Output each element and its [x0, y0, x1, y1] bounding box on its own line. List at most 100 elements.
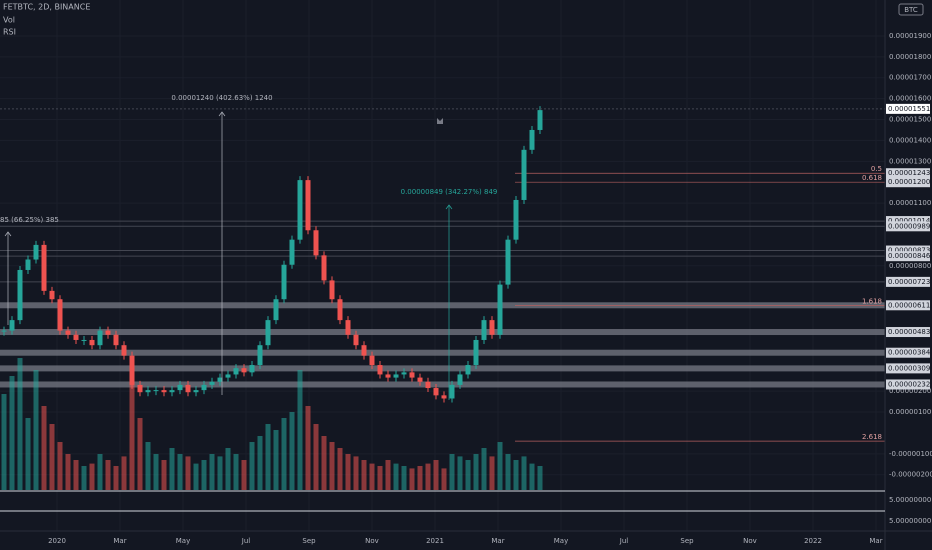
candle	[481, 320, 487, 340]
y-tick-label: 0.00000100	[889, 408, 931, 416]
volume-bar	[57, 442, 63, 490]
price-box	[886, 276, 930, 287]
candle	[337, 299, 343, 321]
currency: BTC	[904, 6, 918, 14]
price-label: 0.00000384	[888, 349, 931, 357]
candle	[257, 345, 263, 366]
annotation: 85 (66.25%) 385	[0, 216, 59, 224]
candle	[33, 244, 39, 260]
volume-bar	[113, 466, 119, 490]
zone	[0, 365, 885, 372]
candle	[457, 374, 463, 385]
volume-bar	[145, 442, 151, 490]
volume-bar	[97, 454, 103, 490]
x-tick-label: Sep	[680, 537, 694, 545]
volume-bar	[81, 466, 87, 490]
candle	[113, 334, 119, 346]
candle	[65, 330, 71, 335]
price-box	[886, 251, 930, 262]
price-label: 0.00000232	[888, 380, 930, 388]
candle	[193, 390, 199, 393]
candle	[273, 299, 279, 321]
candle	[233, 368, 239, 375]
zone	[0, 329, 885, 336]
volume-bar	[393, 463, 399, 490]
candle	[297, 180, 303, 240]
volume-bar	[257, 436, 263, 490]
price-box	[886, 221, 930, 232]
candle	[49, 290, 55, 300]
volume-bar	[49, 424, 55, 490]
volume-bar	[233, 454, 239, 490]
candle	[217, 377, 223, 382]
candle	[529, 129, 535, 150]
volume-bar	[273, 430, 279, 490]
candle	[353, 334, 359, 346]
indicator: Vol	[3, 16, 15, 25]
candle	[513, 199, 519, 240]
y-tick-label: 0.00001800	[889, 53, 931, 61]
candle	[17, 269, 23, 321]
candle	[121, 345, 127, 356]
y-tick-label: 0.00001300	[889, 157, 931, 165]
rsi-label: 5.00000000	[889, 496, 931, 504]
volume-bar	[185, 456, 191, 490]
volume-bar	[241, 460, 247, 490]
price-box	[886, 379, 930, 390]
volume-bar	[537, 466, 543, 490]
candle	[369, 355, 375, 366]
volume-bar	[65, 454, 71, 490]
candle	[89, 339, 95, 346]
volume-bar	[9, 376, 15, 490]
volume-bar	[249, 442, 255, 490]
volume-bar	[465, 460, 471, 490]
annotation: 0.00001240 (402.63%) 1240	[171, 94, 272, 102]
x-tick-label: Jul	[619, 537, 629, 545]
price-label: 0.00000723	[888, 278, 930, 286]
volume-bar	[505, 454, 511, 490]
volume-bar	[225, 448, 231, 490]
annotation: 0.00000849 (342.27%) 849	[401, 188, 498, 196]
volume-bar	[17, 358, 23, 490]
candle	[201, 384, 207, 391]
volume-bar	[489, 456, 495, 490]
volume-bar	[513, 460, 519, 490]
volume-bar	[281, 418, 287, 490]
price-label: 0.00000846	[888, 252, 931, 260]
y-tick-label: 0.00001400	[889, 136, 931, 144]
volume-bar	[369, 463, 375, 490]
x-tick-label: Jul	[241, 537, 251, 545]
volume-bar	[433, 460, 439, 490]
x-tick-label: Mar	[869, 537, 882, 545]
volume-bar	[33, 370, 39, 490]
zone	[0, 349, 885, 356]
x-tick-label: Mar	[113, 537, 126, 545]
indicator: RSI	[3, 28, 16, 37]
x-tick-label: 2022	[804, 537, 822, 545]
x-tick-label: Sep	[302, 537, 316, 545]
zone	[0, 381, 885, 388]
candle	[497, 284, 503, 335]
price-box	[886, 245, 930, 256]
volume-bar	[201, 460, 207, 490]
price-box	[886, 177, 930, 188]
candle	[441, 395, 447, 399]
zone	[0, 302, 885, 309]
fib-ratio: 0.5	[871, 165, 882, 173]
candle	[57, 299, 63, 331]
volume-bar	[361, 460, 367, 490]
price-label: 0.00000483	[888, 328, 930, 336]
volume-bar	[329, 442, 335, 490]
volume-bar	[473, 454, 479, 490]
y-tick-label: -0.00000200	[889, 471, 932, 479]
volume-bar	[401, 466, 407, 490]
volume-bar	[129, 376, 135, 490]
candle	[465, 365, 471, 375]
price-label: 0.00000873	[888, 247, 930, 255]
price-label: 0.00001200	[888, 178, 930, 186]
candle	[281, 264, 287, 300]
candle	[81, 339, 87, 341]
price-label: 0.00000989	[888, 222, 930, 230]
